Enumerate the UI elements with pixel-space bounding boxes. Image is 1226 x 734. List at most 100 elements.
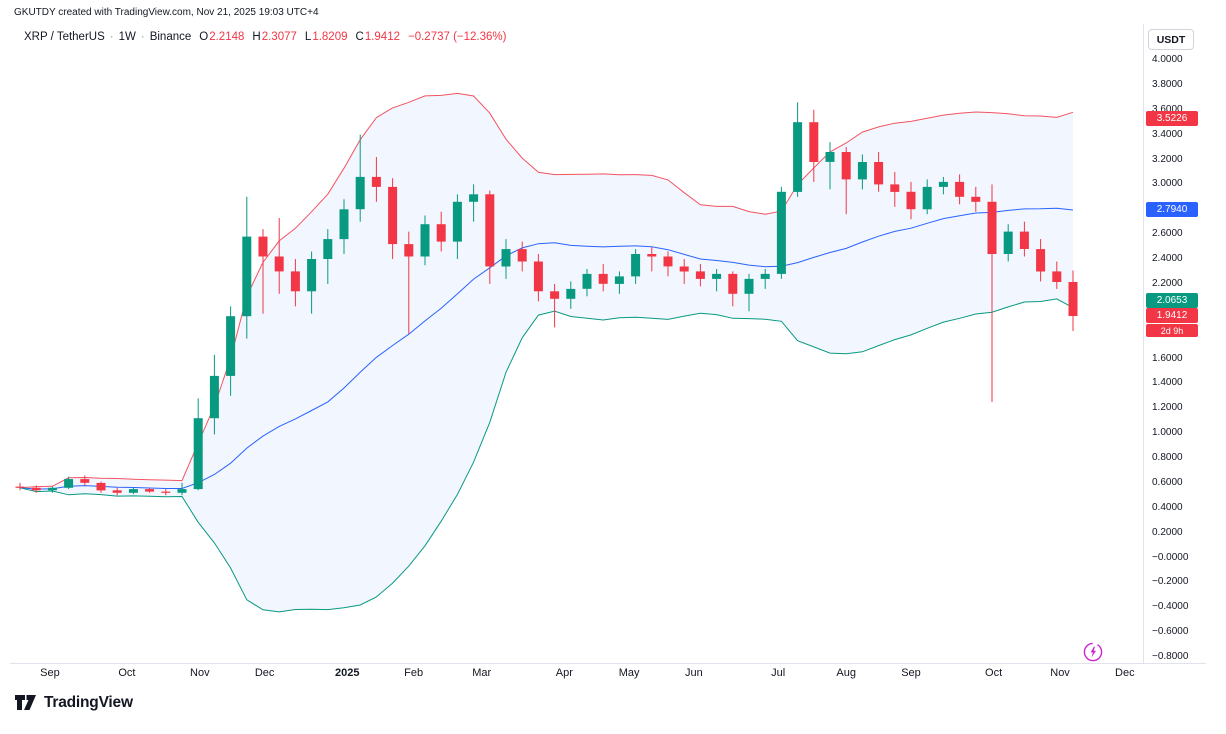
- price-tick-label: −0.8000: [1152, 651, 1189, 662]
- tradingview-logo-icon: [15, 695, 36, 710]
- candle-body: [242, 236, 252, 317]
- candle-body: [258, 236, 268, 257]
- candle-body: [371, 176, 381, 187]
- candle-body: [695, 271, 705, 279]
- bb-upper-price-label: 3.5226: [1146, 111, 1198, 127]
- time-axis-label: Dec: [254, 667, 275, 679]
- price-tick-label: −0.2000: [1152, 576, 1189, 588]
- time-axis-label: Jun: [685, 667, 703, 679]
- candle-body: [128, 489, 138, 493]
- candle-body: [776, 191, 786, 274]
- candle-body: [452, 201, 462, 242]
- candle-body: [15, 486, 25, 488]
- tradingview-logo-link[interactable]: TradingView: [14, 693, 133, 712]
- candle-body: [614, 276, 624, 284]
- candle-body: [1003, 231, 1013, 254]
- candle-body: [890, 184, 900, 192]
- candle-body: [728, 273, 738, 294]
- candle-body: [1036, 249, 1046, 272]
- candle-body: [550, 291, 560, 299]
- price-tick-label: 2.4000: [1152, 253, 1183, 264]
- candle-body: [161, 491, 171, 493]
- open-value: 2.2148: [209, 31, 245, 43]
- price-chart-pane[interactable]: [14, 24, 1144, 666]
- candle-body: [955, 181, 965, 197]
- candle-body: [485, 194, 495, 267]
- bar-countdown-label: 2d 9h: [1146, 324, 1198, 338]
- candle-body: [31, 487, 41, 491]
- time-axis[interactable]: Sep Oct Nov Dec 2025 Feb Mar Apr May Jun Jul Aug Sep…: [14, 667, 1154, 683]
- open-label: O: [199, 31, 209, 43]
- candle-body: [404, 244, 414, 257]
- high-label: H: [252, 31, 261, 43]
- candle-body: [307, 259, 317, 292]
- legend-separator: ·: [109, 31, 114, 43]
- pane-axis-divider: [1143, 24, 1144, 664]
- price-tick-label: −0.6000: [1152, 626, 1189, 638]
- candle-body: [388, 186, 398, 245]
- candle-body: [501, 249, 511, 267]
- price-tick-label: 3.2000: [1152, 153, 1183, 165]
- time-axis-divider: [10, 663, 1206, 664]
- time-axis-label: 2025: [334, 667, 360, 679]
- candle-body: [274, 256, 284, 272]
- candle-body: [744, 278, 754, 294]
- candle-body: [663, 256, 673, 267]
- candle-body: [1019, 231, 1029, 249]
- lightning-icon: [1083, 642, 1103, 662]
- price-tick-label: 3.0000: [1152, 178, 1183, 190]
- bollinger-lower-band: [19, 298, 1074, 613]
- candle-body: [841, 152, 851, 180]
- candle-body: [47, 487, 57, 491]
- price-tick-label: 1.6000: [1152, 352, 1183, 364]
- candle-body: [420, 224, 430, 257]
- candle-body: [922, 186, 932, 210]
- time-axis-label: Nov: [1050, 667, 1070, 679]
- price-tick-label: 0.2000: [1152, 526, 1183, 538]
- legend-separator: ·: [140, 31, 145, 43]
- price-tick-label: 1.0000: [1152, 427, 1183, 439]
- candle-body: [209, 375, 219, 419]
- candle-body: [80, 479, 90, 483]
- price-tick-label: 2.6000: [1152, 228, 1183, 240]
- currency-toggle-button[interactable]: USDT: [1148, 29, 1194, 50]
- candle-body: [647, 254, 657, 257]
- candle-body: [857, 162, 867, 180]
- interval-label: 1W: [118, 31, 136, 43]
- price-tick-label: −0.4000: [1152, 601, 1189, 613]
- close-label: C: [355, 31, 364, 43]
- price-tick-label: 2.2000: [1152, 277, 1183, 289]
- price-axis[interactable]: USDT 4.0000 3.8000 3.6000 3.4000 3.2000 3.000…: [1144, 24, 1206, 664]
- price-tick-label: 0.8000: [1152, 452, 1183, 463]
- candle-body: [436, 224, 446, 242]
- tradingview-logo-text: TradingView: [44, 693, 133, 711]
- candle-body: [971, 196, 981, 202]
- close-value: 1.9412: [364, 31, 400, 43]
- flash-boost-button[interactable]: [1082, 641, 1104, 663]
- candle-body: [290, 271, 300, 292]
- price-tick-label: 0.6000: [1152, 476, 1183, 488]
- time-axis-label: Jul: [771, 667, 786, 679]
- time-axis-label: Aug: [836, 667, 856, 679]
- time-axis-label: Sep: [901, 667, 921, 679]
- high-value: 2.3077: [261, 31, 297, 43]
- change-value: −0.2737 (−12.36%): [408, 31, 507, 43]
- candle-body: [582, 273, 592, 289]
- candle-body: [760, 273, 770, 279]
- candle-body: [323, 239, 333, 259]
- time-axis-label: Sep: [40, 667, 60, 679]
- symbol-title: XRP / TetherUS: [24, 31, 105, 43]
- bb-lower-price-label: 2.0653: [1146, 292, 1198, 308]
- candle-body: [193, 418, 203, 490]
- low-value: 1.8209: [312, 31, 348, 43]
- price-tick-label: −0.0000: [1152, 551, 1189, 563]
- candle-body: [825, 152, 835, 162]
- snapshot-attribution: GKUTDY created with TradingView.com, Nov…: [14, 7, 319, 18]
- candle-body: [177, 489, 187, 493]
- bb-basis-price-label: 2.7940: [1146, 201, 1198, 217]
- candle-body: [1052, 271, 1062, 282]
- time-axis-label: Oct: [118, 667, 136, 679]
- candle-body: [987, 201, 997, 254]
- time-axis-label: Feb: [404, 667, 424, 679]
